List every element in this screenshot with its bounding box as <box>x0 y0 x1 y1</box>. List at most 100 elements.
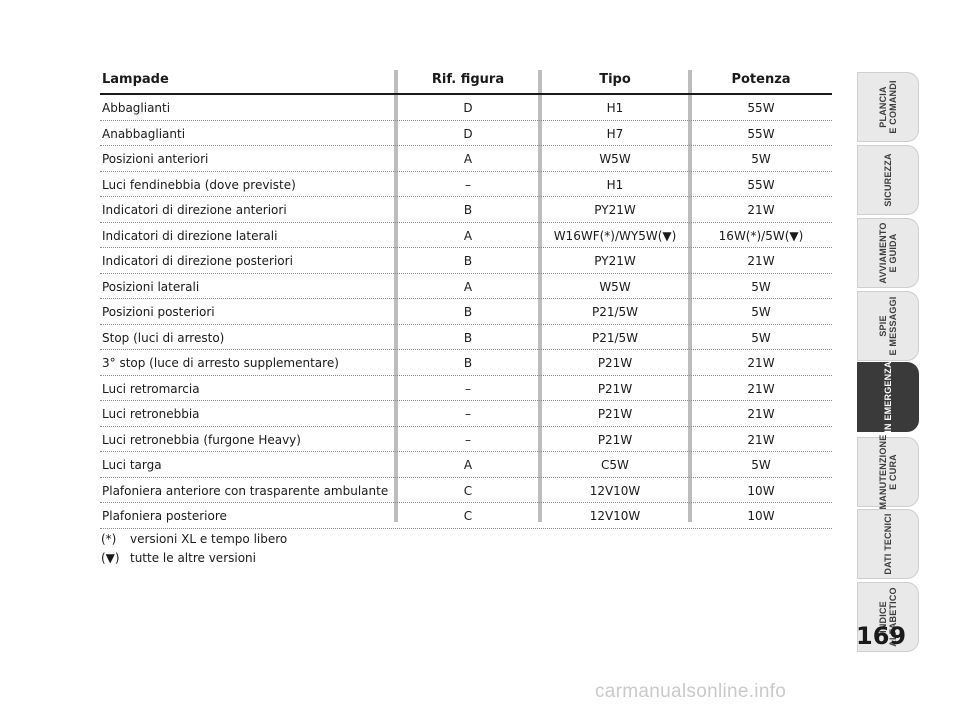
section-tab[interactable]: PLANCIA E COMANDI <box>857 72 919 142</box>
table-row: Plafoniera anteriore con trasparente amb… <box>100 478 832 503</box>
header-tipo: Tipo <box>599 72 631 87</box>
cell-lampade: Posizioni posteriori <box>102 305 215 319</box>
table-row: Luci fendinebbia (dove previste) – H1 55W <box>100 172 832 197</box>
cell-potenza: 21W <box>747 203 775 217</box>
cell-potenza: 21W <box>747 381 775 396</box>
cell-potenza: 55W <box>747 126 775 141</box>
lamp-table: Lampade Rif. figura Tipo Potenza Abbagli… <box>100 68 832 529</box>
cell-tipo: P21/5W <box>591 330 639 345</box>
section-tab-label: SICUREZZA <box>883 153 893 207</box>
table-row: Posizioni anteriori A W5W 5W <box>100 146 832 172</box>
cell-rif-figura: B <box>463 203 473 217</box>
cell-rif-figura: D <box>463 126 473 141</box>
column-separator <box>538 70 542 522</box>
cell-rif-figura: C <box>463 483 473 498</box>
cell-tipo: PY21W <box>594 254 636 268</box>
cell-rif-figura: – <box>465 381 471 396</box>
column-separator <box>688 70 692 522</box>
cell-potenza: 5W <box>751 152 771 166</box>
page-number: 169 <box>856 622 907 650</box>
cell-tipo: H1 <box>606 101 624 115</box>
cell-potenza: 55W <box>747 101 775 115</box>
section-tab[interactable]: INDICE ALFABETICO <box>857 582 919 652</box>
table-row: Indicatori di direzione posteriori B PY21W… <box>100 248 832 274</box>
cell-tipo: H7 <box>606 126 624 141</box>
cell-lampade: Posizioni anteriori <box>102 152 209 166</box>
cell-tipo: 12V10W <box>589 509 641 523</box>
section-tab-label: IN EMERGENZA <box>883 361 893 433</box>
cell-rif-figura: A <box>463 152 473 166</box>
cell-tipo: H1 <box>606 177 624 192</box>
cell-lampade: Luci targa <box>102 458 162 472</box>
section-tab[interactable]: AVVIAMENTO E GUIDA <box>857 218 919 288</box>
cell-tipo: P21W <box>597 407 633 421</box>
cell-lampade: Indicatori di direzione anteriori <box>102 203 287 217</box>
cell-tipo: PY21W <box>594 203 636 217</box>
cell-tipo: C5W <box>601 458 629 472</box>
cell-rif-figura: A <box>463 458 473 472</box>
cell-tipo: P21/5W <box>591 305 639 319</box>
cell-lampade: Plafoniera posteriore <box>102 509 227 523</box>
header-potenza: Potenza <box>731 72 791 87</box>
cell-potenza: 5W <box>751 279 771 294</box>
cell-lampade: Luci retromarcia <box>102 381 200 396</box>
cell-lampade: 3° stop (luce di arresto supplementare) <box>102 356 339 370</box>
cell-potenza: 5W <box>751 330 771 345</box>
table-row: Plafoniera posteriore C 12V10W 10W <box>100 503 832 529</box>
cell-potenza: 16W(*)/5W(▼) <box>718 228 804 243</box>
cell-lampade: Plafoniera anteriore con trasparente amb… <box>102 483 389 498</box>
table-row: Posizioni laterali A W5W 5W <box>100 274 832 299</box>
table-row: Posizioni posteriori B P21/5W 5W <box>100 299 832 325</box>
section-tab[interactable]: SICUREZZA <box>857 145 919 215</box>
footnotes: (*) versioni XL e tempo libero (▼) tutte l… <box>101 530 287 568</box>
section-tab[interactable]: MANUTENZIONE E CURA <box>857 435 919 509</box>
table-row: Luci retronebbia – P21W 21W <box>100 401 832 427</box>
section-tab-label: PLANCIA E COMANDI <box>878 80 898 134</box>
table-row: Anabbaglianti D H7 55W <box>100 121 832 146</box>
footnote: (▼) tutte le altre versioni <box>101 549 287 568</box>
cell-rif-figura: A <box>463 228 473 243</box>
cell-rif-figura: B <box>463 305 473 319</box>
cell-tipo: W5W <box>599 279 631 294</box>
cell-tipo: P21W <box>597 356 633 370</box>
cell-tipo: W16WF(*)/WY5W(▼) <box>553 228 677 243</box>
cell-potenza: 21W <box>747 254 775 268</box>
section-tab[interactable]: IN EMERGENZA <box>857 361 919 433</box>
cell-lampade: Anabbaglianti <box>102 126 186 141</box>
cell-potenza: 10W <box>747 509 775 523</box>
cell-rif-figura: C <box>463 509 473 523</box>
table-row: Luci retromarcia – P21W 21W <box>100 376 832 401</box>
cell-lampade: Abbaglianti <box>102 101 171 115</box>
footnote-symbol: (▼) <box>101 551 120 565</box>
header-lampade: Lampade <box>102 72 169 87</box>
table-row: Indicatori di direzione anteriori B PY21W 2… <box>100 197 832 223</box>
table-row: Luci targa A C5W 5W <box>100 452 832 478</box>
cell-lampade: Posizioni laterali <box>102 279 200 294</box>
header-rif-figura: Rif. figura <box>431 72 505 87</box>
footnote-text: tutte le altre versioni <box>130 551 256 565</box>
cell-potenza: 5W <box>751 458 771 472</box>
cell-tipo: W5W <box>599 152 631 166</box>
table-body: Abbaglianti D H1 55W Anabbaglianti D H7 55W Posi… <box>100 95 832 529</box>
section-tab-label: DATI TECNICI <box>883 513 893 575</box>
cell-potenza: 55W <box>747 177 775 192</box>
cell-potenza: 10W <box>747 483 775 498</box>
table-row: 3° stop (luce di arresto supplementare) B… <box>100 350 832 376</box>
cell-potenza: 21W <box>747 356 775 370</box>
section-tab[interactable]: SPIE E MESSAGGI <box>857 291 919 361</box>
section-tab[interactable]: DATI TECNICI <box>857 509 919 579</box>
cell-lampade: Luci retronebbia <box>102 407 200 421</box>
section-tab-label: AVVIAMENTO E GUIDA <box>878 222 898 284</box>
table-row: Stop (luci di arresto) B P21/5W 5W <box>100 325 832 350</box>
cell-lampade: Indicatori di direzione laterali <box>102 228 278 243</box>
table-row: Abbaglianti D H1 55W <box>100 95 832 121</box>
cell-potenza: 21W <box>747 407 775 421</box>
cell-rif-figura: A <box>463 279 473 294</box>
section-tab-label: SPIE E MESSAGGI <box>878 296 898 356</box>
cell-rif-figura: B <box>463 356 473 370</box>
cell-rif-figura: B <box>463 254 473 268</box>
cell-rif-figura: – <box>465 407 471 421</box>
table-header: Lampade Rif. figura Tipo Potenza <box>100 68 832 95</box>
cell-lampade: Stop (luci di arresto) <box>102 330 225 345</box>
